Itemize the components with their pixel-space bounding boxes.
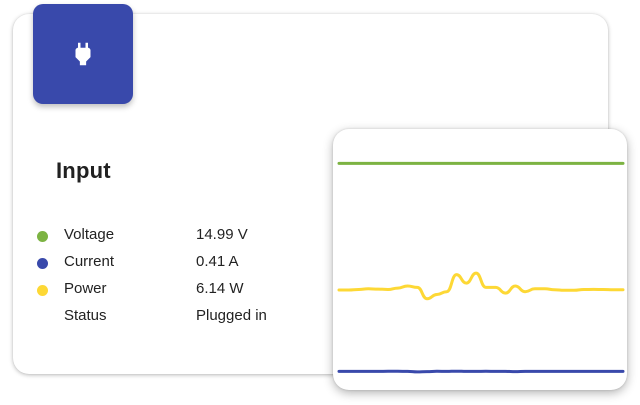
power-label: Power <box>64 280 107 297</box>
voltage-label: Voltage <box>64 226 115 243</box>
metric-row-status: Status Plugged in <box>37 305 357 332</box>
current-series-line <box>337 369 625 374</box>
current-legend-dot <box>37 258 48 269</box>
status-value: Plugged in <box>196 307 267 324</box>
current-label: Current <box>64 253 115 270</box>
metric-row-current: Current 0.41 A <box>37 251 357 278</box>
voltage-value: 14.99 V <box>196 226 248 243</box>
current-value: 0.41 A <box>196 253 239 270</box>
power-series-line <box>337 271 625 301</box>
status-label: Status <box>64 307 107 324</box>
power-plug-icon-tile <box>33 4 133 104</box>
power-legend-dot <box>37 285 48 296</box>
power-value: 6.14 W <box>196 280 244 297</box>
power-chart-card <box>333 129 627 390</box>
metric-row-power: Power 6.14 W <box>37 278 357 305</box>
power-plug-icon <box>75 42 91 66</box>
metric-row-voltage: Voltage 14.99 V <box>37 224 357 251</box>
metrics-list: Voltage 14.99 V Current 0.41 A Power 6.1… <box>37 224 357 332</box>
voltage-legend-dot <box>37 231 48 242</box>
card-title: Input <box>56 158 111 183</box>
power-chart <box>337 161 625 374</box>
